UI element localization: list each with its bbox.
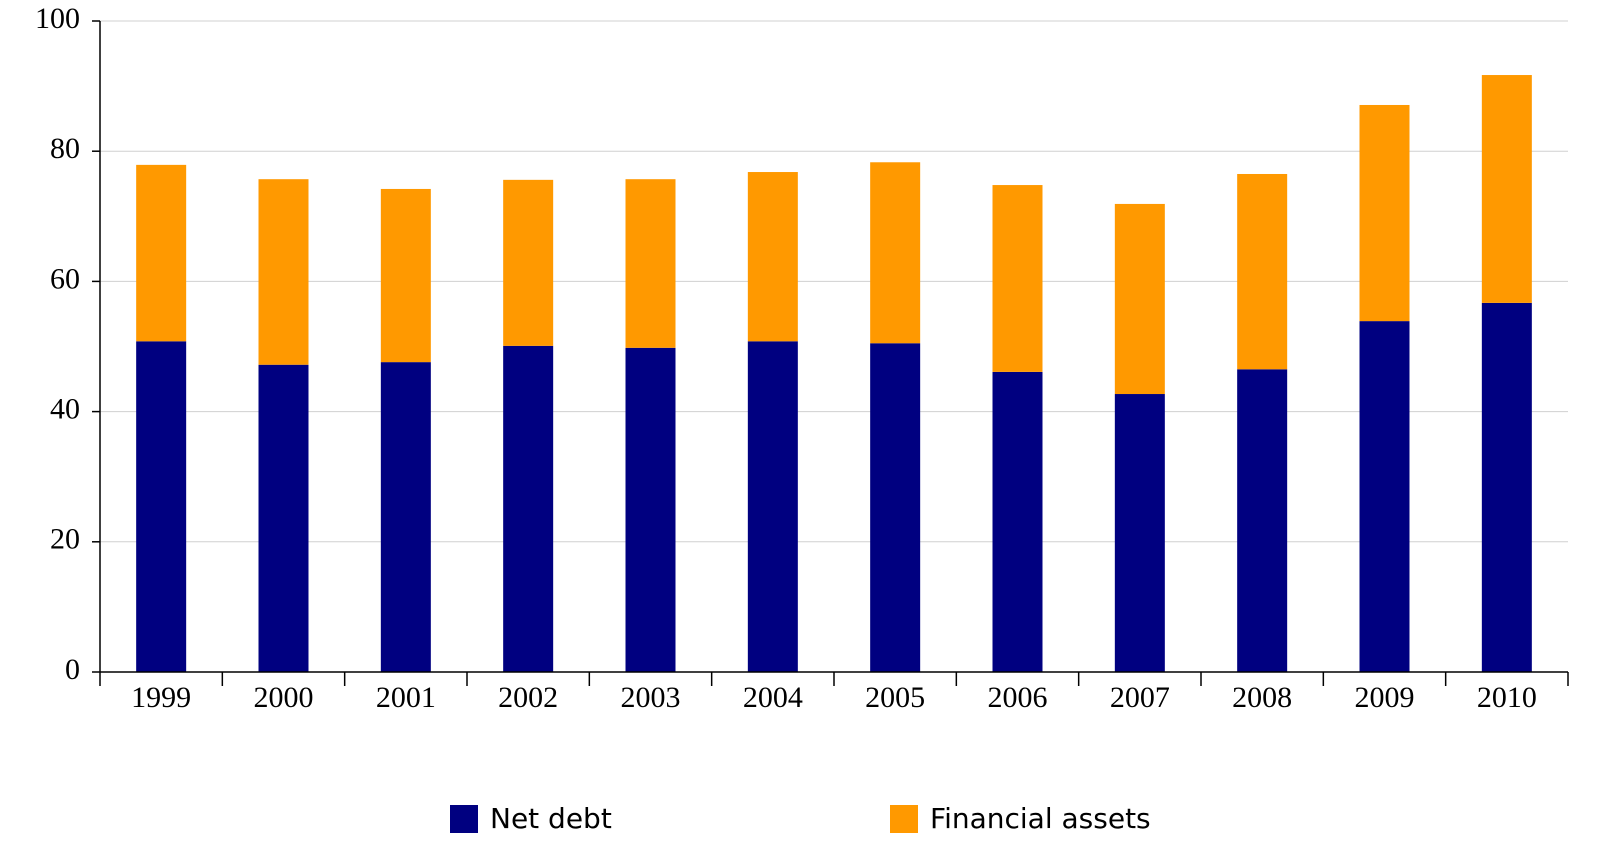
- y-tick-label: 60: [50, 262, 80, 295]
- y-tick-label: 80: [50, 132, 80, 165]
- bar: [136, 164, 187, 342]
- bar: [1359, 104, 1410, 322]
- bar: [870, 343, 921, 672]
- bar: [1114, 394, 1165, 672]
- x-tick-label: 1999: [131, 681, 191, 714]
- bar: [1237, 369, 1288, 672]
- bar: [503, 179, 554, 346]
- x-tick-label: 2007: [1110, 681, 1170, 714]
- bar: [625, 347, 676, 672]
- bar: [258, 364, 309, 672]
- bar: [258, 179, 309, 365]
- bar: [380, 362, 431, 672]
- legend-label: Financial assets: [930, 802, 1151, 835]
- bar: [1481, 302, 1532, 672]
- bar: [380, 188, 431, 363]
- x-tick-label: 2001: [376, 681, 436, 714]
- x-tick-label: 2006: [988, 681, 1048, 714]
- x-tick-label: 2004: [743, 681, 803, 714]
- y-tick-label: 20: [50, 523, 80, 556]
- bar: [747, 172, 798, 342]
- x-tick-label: 2005: [865, 681, 925, 714]
- y-tick-label: 0: [65, 653, 80, 686]
- x-tick-label: 2009: [1355, 681, 1415, 714]
- y-tick-label: 100: [35, 2, 80, 35]
- x-tick-label: 2010: [1477, 681, 1537, 714]
- bar: [1114, 203, 1165, 395]
- legend-label: Net debt: [490, 802, 612, 835]
- bar: [992, 185, 1043, 372]
- y-tick-label: 40: [50, 392, 80, 425]
- x-tick-label: 2000: [254, 681, 314, 714]
- x-tick-label: 2003: [621, 681, 681, 714]
- bar: [136, 341, 187, 672]
- bar: [870, 162, 921, 344]
- legend-swatch: [450, 805, 478, 833]
- bar: [1359, 321, 1410, 672]
- x-tick-label: 2002: [498, 681, 558, 714]
- legend-swatch: [890, 805, 918, 833]
- bar: [992, 371, 1043, 672]
- x-tick-label: 2008: [1232, 681, 1292, 714]
- bar: [625, 179, 676, 348]
- bar: [1237, 173, 1288, 370]
- bar: [747, 341, 798, 672]
- bar: [1481, 75, 1532, 303]
- bar: [503, 345, 554, 672]
